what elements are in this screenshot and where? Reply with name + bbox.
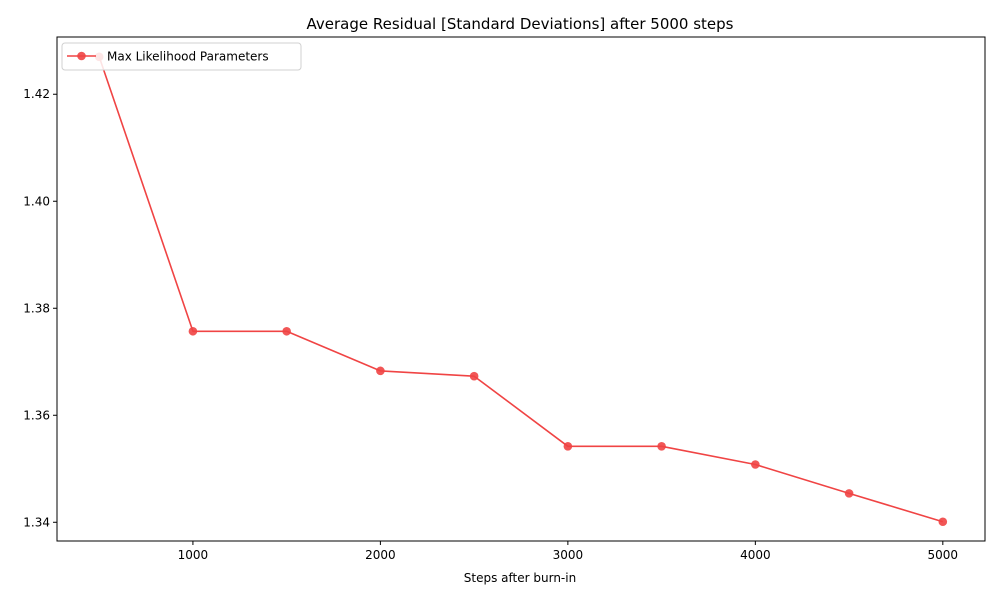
data-point — [469, 371, 479, 381]
y-tick-label: 1.40 — [23, 194, 50, 208]
x-tick-label: 2000 — [365, 548, 396, 562]
series-line — [98, 56, 944, 523]
x-axis: 1000 2000 3000 4000 5000 — [178, 541, 958, 562]
data-point — [657, 441, 666, 451]
data-point — [563, 441, 573, 451]
data-point — [282, 326, 291, 336]
plot-area — [94, 52, 948, 527]
y-tick-label: 1.38 — [23, 301, 50, 315]
y-axis: 1.34 1.36 1.38 1.40 1.42 — [23, 87, 57, 529]
x-tick-label: 3000 — [553, 548, 584, 562]
chart-title: Average Residual [Standard Deviations] a… — [307, 15, 734, 33]
legend: Max Likelihood Parameters — [61, 42, 302, 71]
data-point — [844, 489, 854, 498]
y-tick-label: 1.34 — [23, 515, 50, 529]
legend-box — [61, 42, 302, 71]
data-point — [376, 366, 385, 376]
legend-marker-sample — [77, 51, 86, 61]
x-tick-label: 1000 — [178, 548, 209, 562]
legend-label: Max Likelihood Parameters — [107, 50, 269, 64]
data-point — [938, 517, 948, 527]
x-tick-label: 5000 — [928, 548, 959, 562]
x-axis-title: Steps after burn-in — [464, 571, 576, 585]
plot-frame — [56, 36, 986, 542]
data-point — [188, 326, 198, 336]
data-point — [751, 460, 760, 469]
y-tick-label: 1.36 — [23, 408, 50, 422]
y-tick-label: 1.42 — [23, 87, 50, 101]
x-tick-label: 4000 — [740, 548, 771, 562]
